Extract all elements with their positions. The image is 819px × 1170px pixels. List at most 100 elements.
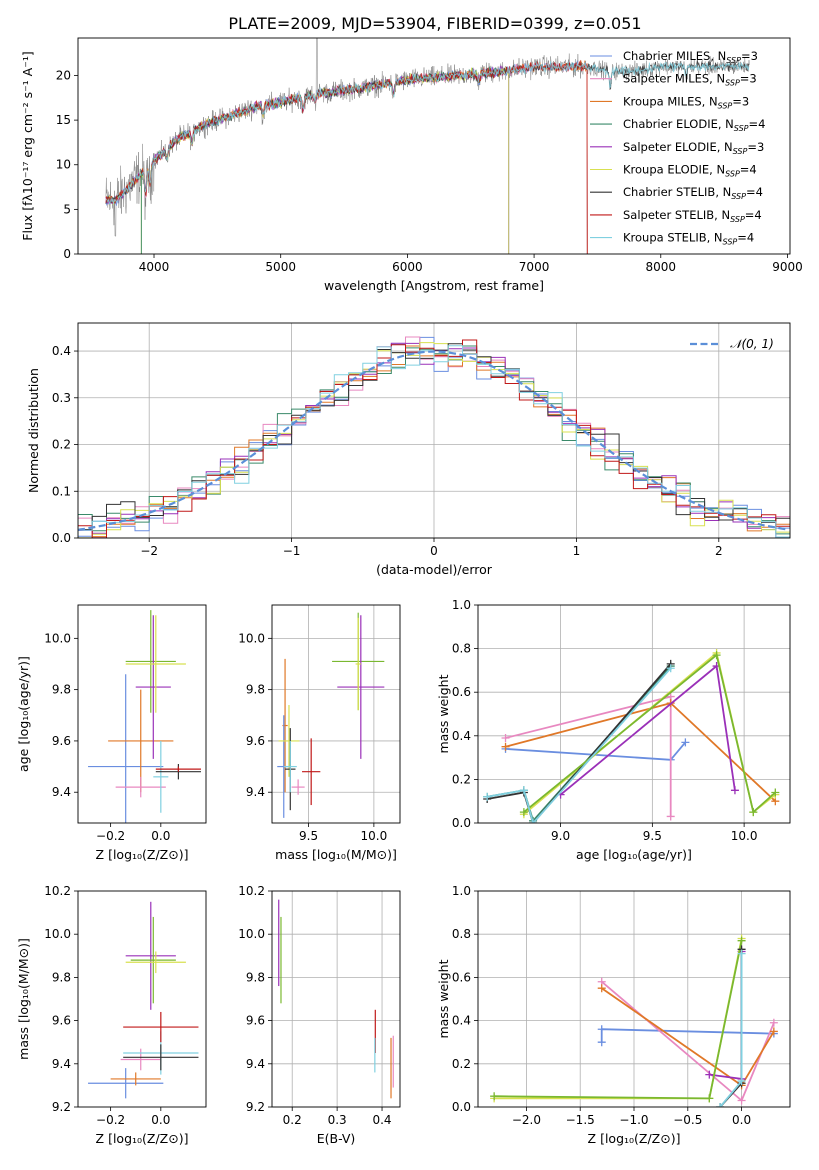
x-tick-label: −0.5	[673, 1113, 702, 1127]
weight-marker-kroupa_miles	[597, 984, 606, 993]
legend-label-normal: 𝒩(0, 1)	[730, 337, 774, 351]
plot-area	[490, 934, 778, 1107]
x-tick-label: 0.4	[372, 1113, 391, 1127]
y-tick-label: 0.4	[452, 1014, 471, 1028]
y-tick-label: 10.0	[238, 927, 265, 941]
y-tick-label: 0.4	[452, 729, 471, 743]
x-tick-label: 7000	[519, 260, 550, 274]
weight-vs-age-panel: 9.0 9.5 10.0 0.0 0.2 0.4 0.6 0.8 1.0 age [log₁₀(a…	[436, 598, 791, 862]
y-tick-label: 10.2	[44, 884, 71, 898]
x-tick-label: −2	[140, 544, 158, 558]
x-tick-label: 1	[573, 544, 581, 558]
y-tick-label: 5	[63, 202, 71, 216]
y-tick-label: 0.4	[52, 344, 71, 358]
plot-area	[278, 899, 394, 1099]
x-tick-label: 8000	[646, 260, 677, 274]
weight-marker-green	[737, 936, 746, 945]
weight-marker-chabrier_miles	[597, 1038, 606, 1047]
weight-marker-salpeter_elodie	[730, 786, 739, 795]
y-tick-label: 15	[56, 113, 71, 127]
legend-label-kroupa_elodie: Kroupa ELODIE, NSSP=4	[623, 163, 757, 179]
weight-line-green	[494, 940, 743, 1100]
legend-label-salpeter_miles: Salpeter MILES, NSSP=3	[623, 72, 757, 88]
y-tick-label: 0.0	[452, 1100, 471, 1114]
weight-marker-kroupa_stelib	[737, 949, 746, 958]
plot-area	[483, 648, 780, 823]
figure-title: PLATE=2009, MJD=53904, FIBERID=0399, z=0…	[228, 14, 641, 33]
y-tick-label: 9.6	[52, 1014, 71, 1028]
y-tick-label: 10.2	[238, 884, 265, 898]
y-tick-label: 9.6	[246, 734, 265, 748]
y-tick-label: 9.4	[52, 785, 71, 799]
legend: Chabrier MILES, NSSP=3 Salpeter MILES, NS…	[590, 49, 765, 247]
legend-label-chabrier_stelib: Chabrier STELIB, NSSP=4	[623, 185, 763, 201]
x-tick-label: 9000	[772, 260, 803, 274]
y-tick-label: 1.0	[452, 884, 471, 898]
x-tick-label: −1	[283, 544, 301, 558]
weight-marker-kroupa_stelib	[716, 1103, 725, 1107]
x-tick-label: 2	[715, 544, 723, 558]
y-tick-label: 10.0	[44, 631, 71, 645]
axes-frame	[477, 890, 791, 1108]
model-spectrum-kroupa_stelib	[105, 61, 750, 205]
x-tick-label: 10.0	[361, 829, 388, 843]
axes-frame	[77, 890, 207, 1108]
plot-area	[88, 901, 199, 1099]
weight-marker-kroupa_stelib	[483, 792, 492, 801]
x-tick-label: 6000	[392, 260, 423, 274]
x-tick-label: 0.0	[151, 829, 170, 843]
x-tick-label: −0.2	[96, 1113, 125, 1127]
legend-label-salpeter_stelib: Salpeter STELIB, NSSP=4	[623, 208, 762, 224]
weight-marker-green	[712, 651, 721, 660]
x-axis-label: Z [log₁₀(Z/Z⊙)]	[588, 1131, 681, 1146]
weight-marker-salpeter_elodie	[705, 1070, 714, 1079]
y-tick-label: 0.3	[52, 391, 71, 405]
weight-marker-salpeter_miles	[737, 1096, 746, 1105]
x-axis-label: age [log₁₀(age/yr)]	[576, 847, 692, 862]
normal-curve	[78, 350, 788, 531]
weight-marker-salpeter_miles	[769, 1018, 778, 1027]
x-tick-label: 4000	[139, 260, 170, 274]
y-tick-label: 0.2	[452, 1057, 471, 1071]
x-tick-label: 10.0	[731, 829, 758, 843]
weight-line-green	[523, 654, 776, 813]
weight-marker-kroupa_miles	[501, 742, 510, 751]
y-tick-label: 9.2	[52, 1100, 71, 1114]
weight-marker-kroupa_stelib	[666, 664, 675, 673]
axes-frame	[77, 604, 207, 824]
x-tick-label: 0.0	[151, 1113, 170, 1127]
y-tick-label: 0.0	[52, 531, 71, 545]
y-tick-label: 9.4	[52, 1057, 71, 1071]
axes-frame	[271, 890, 401, 1108]
weight-marker-chabrier_miles	[597, 1025, 606, 1034]
y-tick-label: 1.0	[452, 598, 471, 612]
x-tick-label: 9.5	[643, 829, 662, 843]
weight-line-kroupa_elodie	[494, 938, 743, 1100]
x-tick-label: −1.0	[619, 1113, 648, 1127]
axes-frame	[477, 604, 791, 824]
y-tick-label: 9.8	[52, 970, 71, 984]
y-tick-label: 9.4	[246, 1057, 265, 1071]
x-axis-label: wavelength [Angstrom, rest frame]	[324, 278, 544, 293]
y-tick-label: 0.2	[452, 772, 471, 786]
y-tick-label: 10.0	[238, 631, 265, 645]
y-tick-label: 0.8	[452, 927, 471, 941]
weight-marker-chabrier_miles	[681, 738, 690, 747]
axes-frame	[271, 604, 401, 824]
weight-marker-kroupa_stelib	[519, 786, 528, 795]
y-tick-label: 9.4	[246, 785, 265, 799]
plot-area	[88, 610, 201, 823]
legend-label-kroupa_miles: Kroupa MILES, NSSP=3	[623, 94, 749, 110]
plot-area	[277, 612, 385, 818]
x-axis-label: (data-model)/error	[376, 562, 493, 577]
x-tick-label: 0	[430, 544, 438, 558]
y-axis-label: Normed distribution	[26, 368, 41, 493]
weight-line-salpeter_miles	[505, 695, 672, 817]
x-tick-label: 9.5	[299, 829, 318, 843]
legend-label-chabrier_elodie: Chabrier ELODIE, NSSP=4	[623, 117, 765, 133]
y-tick-label: 9.6	[246, 1014, 265, 1028]
x-tick-label: 5000	[265, 260, 296, 274]
y-tick-label: 0.2	[52, 438, 71, 452]
y-tick-label: 9.2	[246, 1100, 265, 1114]
